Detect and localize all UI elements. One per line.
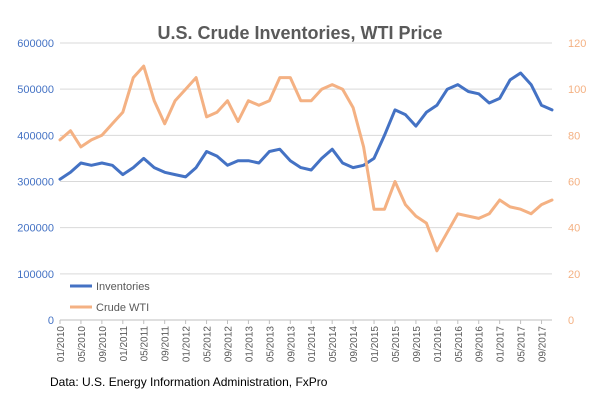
x-tick-label: 01/2011 [119, 326, 130, 362]
x-tick-label: 01/2017 [496, 326, 507, 363]
series-line-inventories [58, 71, 554, 181]
x-tick-label: 01/2010 [56, 326, 67, 363]
y-left-tick-label: 200000 [17, 223, 54, 235]
y-right-tick-label: 120 [568, 38, 586, 50]
x-tick-label: 01/2016 [433, 326, 444, 363]
x-tick-label: 09/2011 [161, 326, 172, 362]
y-right-tick-label: 0 [568, 315, 574, 327]
y-right-tick-label: 60 [568, 177, 580, 189]
x-tick-label: 05/2010 [77, 326, 88, 363]
y-left-tick-label: 500000 [17, 84, 54, 96]
x-tick-label: 09/2013 [286, 326, 297, 363]
y-right-tick-label: 40 [568, 223, 580, 235]
y-right-tick-label: 20 [568, 269, 580, 281]
x-tick-label: 01/2012 [182, 326, 193, 363]
gridlines [60, 42, 552, 321]
x-tick-label: 05/2011 [140, 326, 151, 362]
y-left-tick-label: 300000 [17, 177, 54, 189]
legend: Inventories Crude WTI [70, 281, 150, 314]
y-right-tick-label: 100 [568, 84, 586, 96]
x-tick-label: 09/2016 [475, 326, 486, 363]
chart-title: U.S. Crude Inventories, WTI Price [157, 23, 442, 43]
x-tick-label: 09/2010 [98, 326, 109, 363]
y-axis-right: 0 20 40 60 80 100 120 [568, 38, 586, 327]
series-line-crude-wti [58, 64, 554, 253]
x-tick-label: 05/2014 [328, 326, 339, 363]
y-axis-left: 0 100000 200000 300000 400000 500000 600000 [17, 38, 54, 327]
x-tick-label: 05/2017 [517, 326, 528, 363]
y-right-tick-label: 80 [568, 130, 580, 142]
x-tick-label: 09/2015 [412, 326, 423, 363]
x-tick-label: 05/2012 [203, 326, 214, 363]
x-tick-label: 01/2013 [244, 326, 255, 363]
y-left-tick-label: 600000 [17, 38, 54, 50]
x-tick-label: 05/2013 [265, 326, 276, 363]
series-lines [58, 64, 554, 253]
x-tick-label: 01/2015 [370, 326, 381, 363]
x-tick-label: 05/2015 [391, 326, 402, 363]
x-tick-label: 09/2017 [538, 326, 549, 363]
y-left-tick-label: 0 [48, 315, 54, 327]
y-left-tick-label: 100000 [17, 269, 54, 281]
legend-label-inventories: Inventories [96, 281, 150, 293]
x-tick-label: 09/2014 [349, 326, 360, 363]
x-tick-label: 01/2014 [307, 326, 318, 363]
legend-label-crude-wti: Crude WTI [96, 302, 149, 314]
x-tick-label: 09/2012 [223, 326, 234, 363]
x-axis: 01/2010 05/2010 09/2010 01/2011 05/2011 09/20… [56, 319, 552, 363]
y-left-tick-label: 400000 [17, 130, 54, 142]
x-tick-label: 05/2016 [454, 326, 465, 363]
source-note: Data: U.S. Energy Information Administra… [50, 375, 328, 389]
